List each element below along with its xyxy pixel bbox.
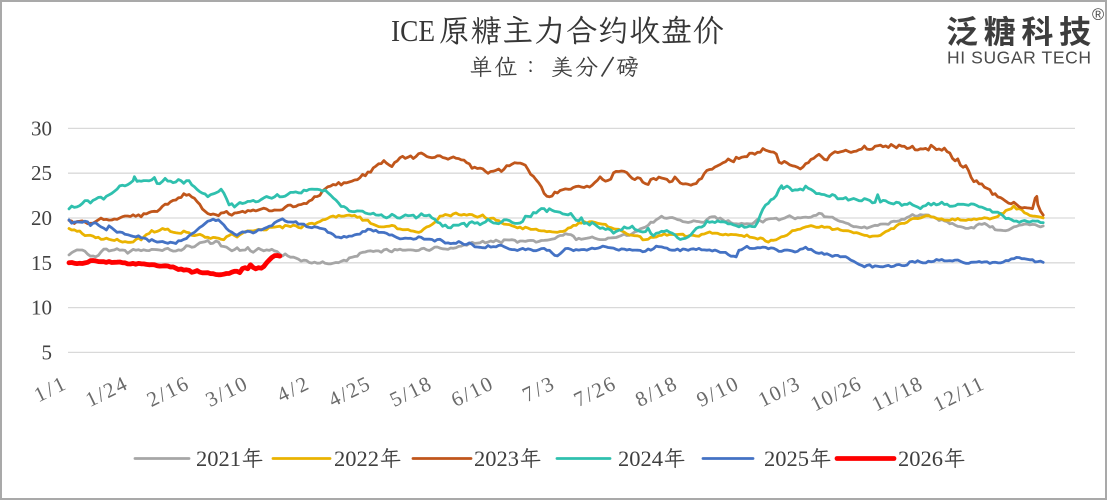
svg-text:2021: 2021 — [196, 446, 241, 471]
svg-text:2026: 2026 — [898, 446, 943, 471]
svg-text:2023: 2023 — [474, 446, 519, 471]
svg-text:HI SUGAR TECH: HI SUGAR TECH — [947, 48, 1091, 68]
svg-text:2025: 2025 — [764, 446, 809, 471]
svg-text:®: ® — [1092, 6, 1104, 24]
svg-text:10: 10 — [31, 296, 52, 320]
svg-text:ICE: ICE — [391, 13, 435, 48]
svg-text:20: 20 — [31, 206, 52, 230]
svg-text:2022: 2022 — [334, 446, 379, 471]
svg-text:5: 5 — [42, 340, 53, 364]
svg-text:15: 15 — [31, 251, 52, 275]
svg-text:2024: 2024 — [618, 446, 663, 471]
svg-text:30: 30 — [31, 116, 52, 140]
svg-text:25: 25 — [31, 161, 52, 185]
